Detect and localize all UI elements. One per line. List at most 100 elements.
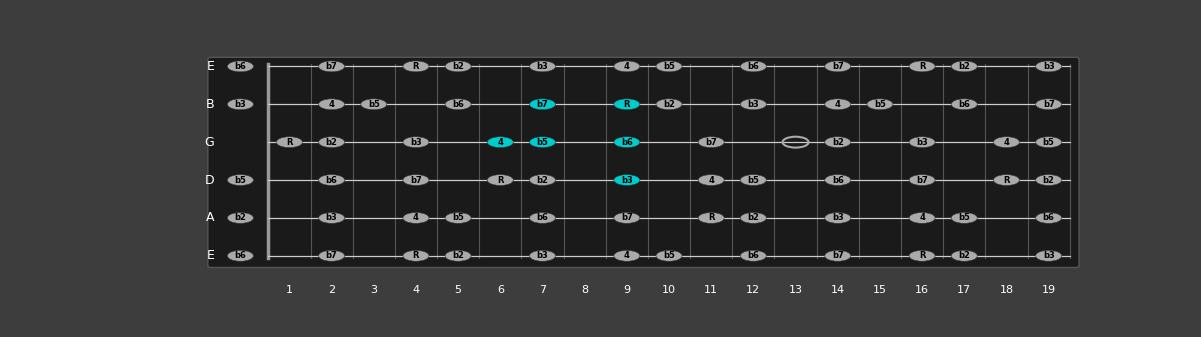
Text: b6: b6 bbox=[747, 251, 759, 260]
Text: 3: 3 bbox=[370, 284, 377, 295]
Text: 8: 8 bbox=[581, 284, 588, 295]
Ellipse shape bbox=[614, 137, 640, 148]
Ellipse shape bbox=[740, 213, 766, 223]
Ellipse shape bbox=[867, 99, 894, 110]
Text: G: G bbox=[204, 136, 214, 149]
Ellipse shape bbox=[318, 61, 345, 72]
Text: b2: b2 bbox=[958, 62, 970, 71]
Text: b7: b7 bbox=[705, 137, 717, 147]
Text: 19: 19 bbox=[1041, 284, 1056, 295]
Ellipse shape bbox=[402, 213, 429, 223]
Ellipse shape bbox=[951, 250, 978, 261]
Ellipse shape bbox=[530, 175, 556, 185]
Ellipse shape bbox=[698, 175, 724, 185]
Text: b2: b2 bbox=[537, 176, 549, 185]
Text: b2: b2 bbox=[663, 100, 675, 109]
Ellipse shape bbox=[825, 175, 850, 185]
Ellipse shape bbox=[614, 250, 640, 261]
Ellipse shape bbox=[227, 175, 253, 185]
Text: b6: b6 bbox=[234, 62, 246, 71]
Text: b5: b5 bbox=[1042, 137, 1054, 147]
Ellipse shape bbox=[993, 137, 1020, 148]
Text: b2: b2 bbox=[1042, 176, 1054, 185]
Text: b3: b3 bbox=[832, 213, 843, 222]
Text: b5: b5 bbox=[747, 176, 759, 185]
Ellipse shape bbox=[909, 250, 936, 261]
Ellipse shape bbox=[909, 175, 936, 185]
Ellipse shape bbox=[614, 213, 640, 223]
Text: 4: 4 bbox=[709, 176, 715, 185]
Text: b2: b2 bbox=[453, 251, 464, 260]
Ellipse shape bbox=[446, 61, 471, 72]
Text: b7: b7 bbox=[621, 213, 633, 222]
Text: D: D bbox=[204, 174, 214, 187]
Ellipse shape bbox=[318, 137, 345, 148]
Text: b7: b7 bbox=[325, 251, 337, 260]
Text: R: R bbox=[497, 176, 503, 185]
Text: b2: b2 bbox=[234, 213, 246, 222]
Text: b2: b2 bbox=[958, 251, 970, 260]
Ellipse shape bbox=[488, 175, 513, 185]
Ellipse shape bbox=[318, 175, 345, 185]
Ellipse shape bbox=[656, 61, 682, 72]
Ellipse shape bbox=[488, 137, 513, 148]
Text: R: R bbox=[707, 213, 715, 222]
Text: b5: b5 bbox=[453, 213, 464, 222]
Ellipse shape bbox=[698, 213, 724, 223]
Text: R: R bbox=[623, 100, 631, 109]
Text: b6: b6 bbox=[747, 62, 759, 71]
Ellipse shape bbox=[446, 213, 471, 223]
Ellipse shape bbox=[530, 137, 556, 148]
Ellipse shape bbox=[909, 213, 936, 223]
Text: b2: b2 bbox=[747, 213, 759, 222]
Ellipse shape bbox=[614, 175, 640, 185]
Text: b6: b6 bbox=[325, 176, 337, 185]
Ellipse shape bbox=[1035, 175, 1062, 185]
Text: b7: b7 bbox=[832, 62, 843, 71]
Ellipse shape bbox=[951, 213, 978, 223]
Ellipse shape bbox=[993, 175, 1020, 185]
Text: b7: b7 bbox=[537, 100, 549, 109]
Text: b3: b3 bbox=[1042, 251, 1054, 260]
Text: 4: 4 bbox=[623, 62, 629, 71]
Text: 4: 4 bbox=[329, 100, 335, 109]
Ellipse shape bbox=[1035, 213, 1062, 223]
Text: 4: 4 bbox=[919, 213, 925, 222]
Text: b7: b7 bbox=[325, 62, 337, 71]
Ellipse shape bbox=[740, 175, 766, 185]
Ellipse shape bbox=[698, 137, 724, 148]
Text: 14: 14 bbox=[831, 284, 844, 295]
Ellipse shape bbox=[227, 250, 253, 261]
Text: 12: 12 bbox=[746, 284, 760, 295]
Text: 4: 4 bbox=[1004, 137, 1009, 147]
Ellipse shape bbox=[909, 137, 936, 148]
Ellipse shape bbox=[530, 99, 556, 110]
Ellipse shape bbox=[318, 250, 345, 261]
Text: b6: b6 bbox=[234, 251, 246, 260]
Text: R: R bbox=[413, 251, 419, 260]
Ellipse shape bbox=[825, 137, 850, 148]
Ellipse shape bbox=[1035, 61, 1062, 72]
Text: 2: 2 bbox=[328, 284, 335, 295]
Text: b7: b7 bbox=[1042, 100, 1054, 109]
Text: 17: 17 bbox=[957, 284, 972, 295]
Text: b6: b6 bbox=[537, 213, 549, 222]
Text: b2: b2 bbox=[832, 137, 843, 147]
Text: b7: b7 bbox=[916, 176, 928, 185]
Text: 6: 6 bbox=[497, 284, 503, 295]
Ellipse shape bbox=[402, 137, 429, 148]
Text: b3: b3 bbox=[916, 137, 928, 147]
Ellipse shape bbox=[227, 61, 253, 72]
Ellipse shape bbox=[530, 250, 556, 261]
Text: b3: b3 bbox=[325, 213, 337, 222]
Text: 9: 9 bbox=[623, 284, 631, 295]
Ellipse shape bbox=[951, 61, 978, 72]
Text: 7: 7 bbox=[539, 284, 546, 295]
Text: 16: 16 bbox=[915, 284, 930, 295]
Text: b5: b5 bbox=[663, 251, 675, 260]
Text: b2: b2 bbox=[453, 62, 464, 71]
Ellipse shape bbox=[656, 99, 682, 110]
Ellipse shape bbox=[276, 137, 303, 148]
Text: B: B bbox=[205, 98, 214, 111]
Text: b6: b6 bbox=[621, 137, 633, 147]
